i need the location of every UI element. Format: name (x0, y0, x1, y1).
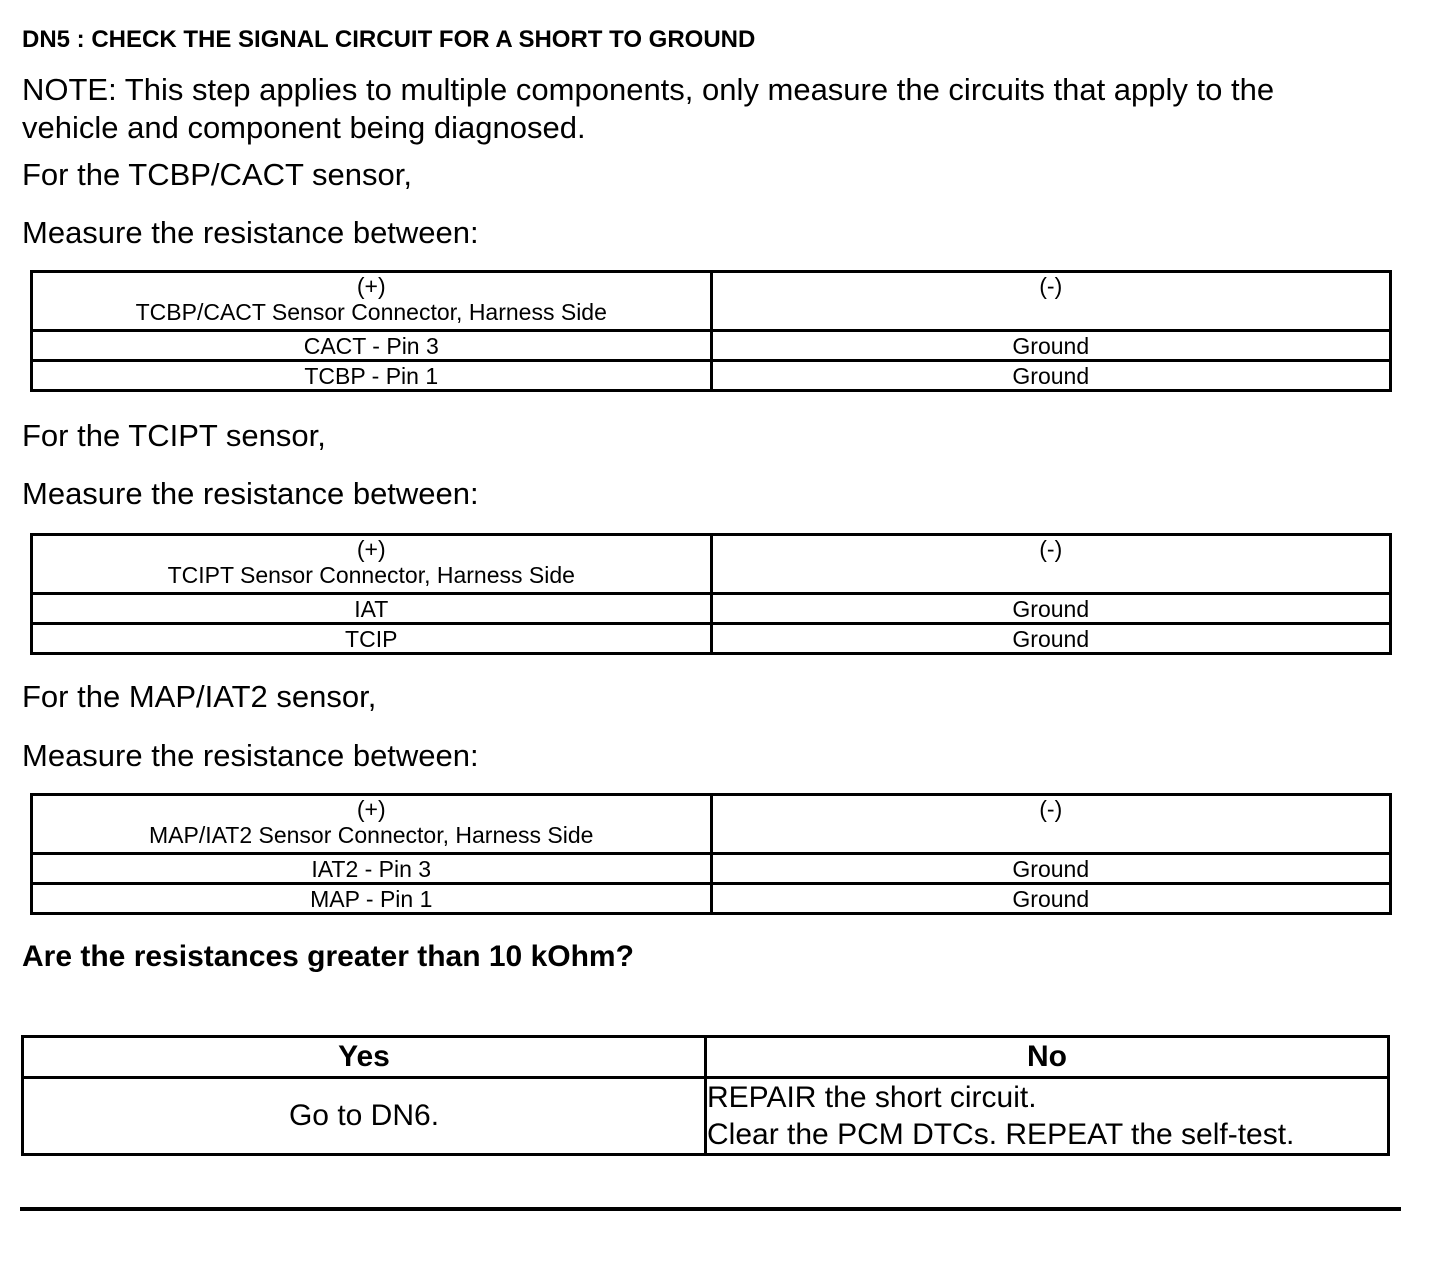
ground-cell: Ground (709, 329, 1392, 362)
resistance-table-tcbp-cact: (+) TCBP/CACT Sensor Connector, Harness S… (30, 270, 1392, 392)
ground-cell: Ground (709, 882, 1392, 915)
table-row: IAT2 - Pin 3 Ground (30, 852, 1392, 885)
yes-header: Yes (21, 1035, 707, 1079)
ground-cell: Ground (709, 359, 1392, 392)
ground-cell: Ground (709, 852, 1392, 885)
header-positive: (+) TCBP/CACT Sensor Connector, Harness S… (30, 270, 713, 332)
pin-cell: IAT2 - Pin 3 (30, 852, 713, 885)
no-action-line-2: Clear the PCM DTCs. REPEAT the self-test… (707, 1118, 1295, 1151)
bottom-divider (20, 1207, 1401, 1211)
no-action-line-1: REPAIR the short circuit. (707, 1081, 1037, 1114)
header-negative: (-) (709, 270, 1392, 332)
pin-cell: TCIP (30, 622, 713, 655)
note-text: NOTE: This step applies to multiple comp… (22, 71, 1274, 147)
step-title: DN5 : CHECK THE SIGNAL CIRCUIT FOR A SHO… (22, 26, 756, 53)
header-positive: (+) TCIPT Sensor Connector, Harness Side (30, 533, 713, 595)
note-line-2: vehicle and component being diagnosed. (22, 110, 586, 145)
question: Are the resistances greater than 10 kOhm… (22, 940, 634, 973)
measure-instruction: Measure the resistance between: (22, 476, 479, 511)
table-row: TCBP - Pin 1 Ground (30, 359, 1392, 392)
positive-label: MAP/IAT2 Sensor Connector, Harness Side (149, 822, 594, 848)
header-negative: (-) (709, 533, 1392, 595)
resistance-table-map-iat2: (+) MAP/IAT2 Sensor Connector, Harness Si… (30, 793, 1392, 915)
section-intro: For the MAP/IAT2 sensor, (22, 679, 377, 714)
table-row: IAT Ground (30, 592, 1392, 625)
note-line-1: NOTE: This step applies to multiple comp… (22, 72, 1275, 107)
section-intro: For the TCIPT sensor, (22, 418, 326, 453)
measure-instruction: Measure the resistance between: (22, 738, 479, 773)
ground-cell: Ground (709, 592, 1392, 625)
table-row: CACT - Pin 3 Ground (30, 329, 1392, 362)
measure-instruction: Measure the resistance between: (22, 215, 479, 250)
pin-cell: MAP - Pin 1 (30, 882, 713, 915)
resistance-table-tcipt: (+) TCIPT Sensor Connector, Harness Side … (30, 533, 1392, 655)
no-action: REPAIR the short circuit. Clear the PCM D… (704, 1076, 1390, 1156)
decision-table: Yes No Go to DN6. REPAIR the short circu… (21, 1035, 1390, 1156)
table-row: TCIP Ground (30, 622, 1392, 655)
ground-cell: Ground (709, 622, 1392, 655)
no-header: No (704, 1035, 1390, 1079)
section-intro: For the TCBP/CACT sensor, (22, 157, 412, 192)
yes-action: Go to DN6. (21, 1076, 707, 1156)
positive-sign: (+) (356, 536, 386, 562)
positive-sign: (+) (356, 273, 386, 299)
pin-cell: CACT - Pin 3 (30, 329, 713, 362)
header-positive: (+) MAP/IAT2 Sensor Connector, Harness Si… (30, 793, 713, 855)
positive-sign: (+) (356, 796, 386, 822)
positive-label: TCIPT Sensor Connector, Harness Side (167, 562, 575, 588)
pin-cell: IAT (30, 592, 713, 625)
table-row: MAP - Pin 1 Ground (30, 882, 1392, 915)
header-negative: (-) (709, 793, 1392, 855)
positive-label: TCBP/CACT Sensor Connector, Harness Side (135, 299, 607, 325)
pin-cell: TCBP - Pin 1 (30, 359, 713, 392)
